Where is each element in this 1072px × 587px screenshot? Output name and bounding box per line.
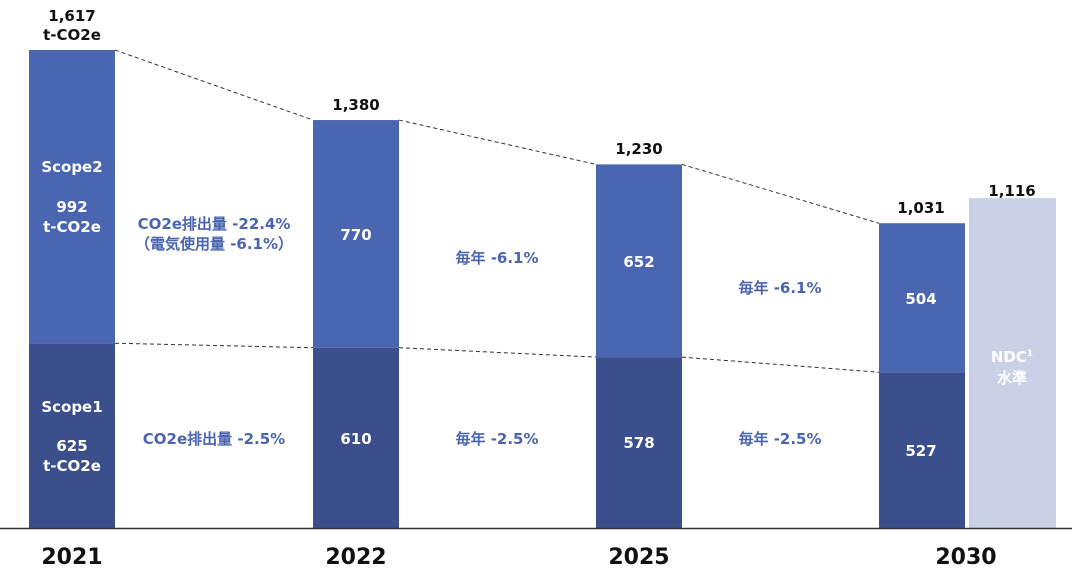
total-label-2030: 1,031 [897, 199, 944, 217]
bar-scope2-2021 [29, 50, 115, 344]
ndc-label-line2: 水準 [997, 369, 1027, 387]
rate-scope1-2022-2025: 毎年 -2.5% [455, 430, 538, 448]
scope1-value-2025: 578 [623, 434, 654, 452]
bar-scope2-2022 [313, 120, 399, 348]
bar-scope1-2021 [29, 343, 115, 528]
trend-line-total-2 [681, 163, 880, 224]
total-label-2025: 1,230 [615, 140, 662, 158]
year-label-2022: 2022 [325, 545, 386, 570]
bar-ndc [969, 198, 1056, 528]
rate-scope2-2021-2022: CO2e排出量 -22.4% [138, 215, 291, 233]
ndc-label: NDC1 [991, 348, 1033, 366]
rate-scope2-2025-2030: 毎年 -6.1% [738, 279, 821, 297]
year-label-2025: 2025 [608, 545, 669, 570]
bar-scope1-2025 [596, 357, 682, 528]
rate-scope2-2022-2025: 毎年 -6.1% [455, 249, 538, 267]
scope1-name-2021: Scope1 [41, 398, 102, 416]
trend-line-total-0 [114, 49, 314, 121]
scope1-unit-2021: t-CO2e [43, 457, 101, 475]
scope2-value-2022: 770 [340, 226, 371, 244]
ndc-total-label: 1,116 [988, 182, 1035, 200]
scope2-value-2021: 992 [56, 198, 87, 216]
trend-line-scope1-0 [114, 342, 314, 349]
total-label-2021: 1,617 [48, 7, 95, 25]
year-label-2021: 2021 [41, 545, 102, 570]
trend-lines [114, 49, 880, 373]
scope1-value-2021: 625 [56, 437, 87, 455]
bar-scope1-2022 [313, 347, 399, 528]
bar-scope2-2030 [879, 223, 965, 373]
bar-scope2-2025 [596, 164, 682, 358]
bar-group [29, 50, 1056, 528]
rate-scope2-2021-2022-note: （電気使用量 -6.1%） [135, 235, 293, 253]
bar-scope1-2030 [879, 372, 965, 528]
scope2-name-2021: Scope2 [41, 158, 102, 176]
scope1-value-2030: 527 [905, 442, 936, 460]
trend-line-total-1 [398, 119, 597, 165]
year-label-2030: 2030 [935, 545, 996, 570]
scope1-value-2022: 610 [340, 430, 371, 448]
label-group: 1,617 t-CO2e 1,380 1,230 1,031 1,116 Sco… [41, 7, 1035, 570]
scope2-value-2025: 652 [623, 253, 654, 271]
scope2-unit-2021: t-CO2e [43, 218, 101, 236]
total-label-2022: 1,380 [332, 96, 379, 114]
rate-scope1-2021-2022: CO2e排出量 -2.5% [143, 430, 285, 448]
total-unit-2021: t-CO2e [43, 26, 101, 44]
scope2-value-2030: 504 [905, 290, 936, 308]
rate-scope1-2025-2030: 毎年 -2.5% [738, 430, 821, 448]
trend-line-scope1-2 [681, 356, 880, 373]
trend-line-scope1-1 [398, 347, 597, 358]
